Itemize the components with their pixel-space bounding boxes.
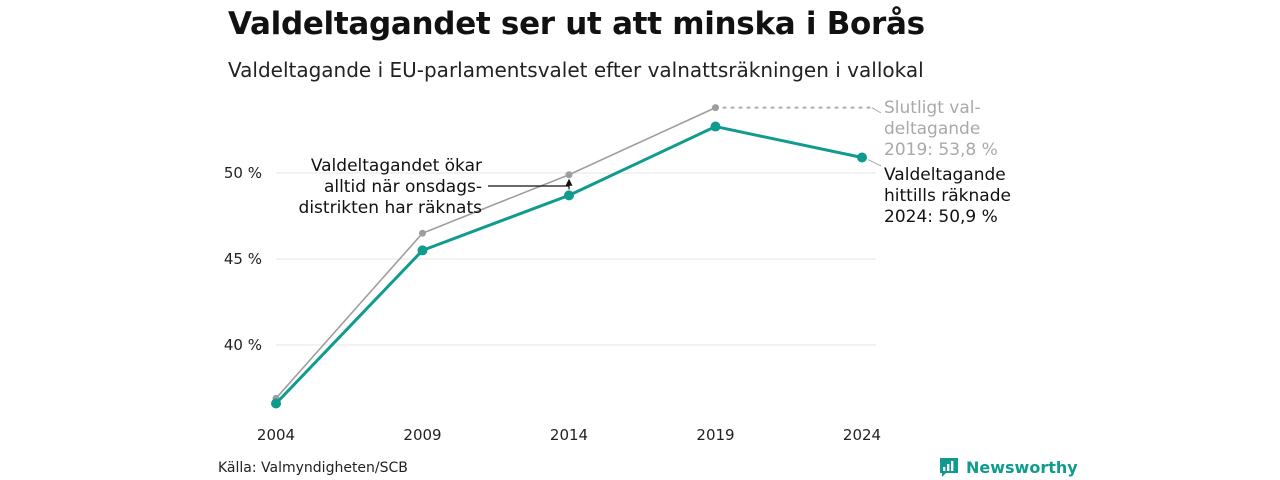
counted-turnout-point	[710, 121, 721, 132]
y-tick-label: 45 %	[224, 250, 262, 268]
counted-turnout-point	[271, 398, 281, 409]
y-tick-label: 40 %	[224, 336, 262, 354]
final-turnout-point	[712, 104, 719, 112]
x-tick-label: 2014	[550, 426, 588, 444]
counted-turnout-annotation: 2024: 50,9 %	[884, 207, 998, 227]
wednesday-note-annotation: distrikten har räknats	[299, 198, 483, 218]
final-turnout-annotation: deltagande	[884, 119, 980, 139]
chart-title: Valdeltagandet ser ut att minska i Borås	[228, 6, 925, 42]
x-tick-label: 2024	[843, 426, 881, 444]
counted-turnout-point	[564, 190, 574, 201]
final-turnout-line	[275, 106, 716, 399]
counted-turnout-point	[857, 152, 867, 163]
final-turnout-annotation: Slutligt val-	[884, 98, 981, 118]
counted-turnout-connector	[867, 159, 882, 167]
counted-turnout-point	[417, 245, 428, 256]
counted-turnout-annotation: hittills räknade	[884, 186, 1011, 206]
counted-turnout-annotation: Valdeltagande	[884, 165, 1006, 185]
wednesday-note-annotation: Valdeltagandet ökar	[311, 156, 482, 176]
newsworthy-logo-icon	[940, 458, 958, 477]
brand-logo: Newsworthy	[938, 456, 1078, 478]
x-tick-label: 2009	[403, 426, 441, 444]
final-turnout-point	[419, 229, 426, 237]
brand-name: Newsworthy	[966, 457, 1078, 477]
final-turnout-annotation: 2019: 53,8 %	[884, 140, 998, 160]
note-arrow-head	[565, 178, 573, 186]
x-tick-label: 2019	[696, 426, 734, 444]
wednesday-note-annotation: alltid när onsdags-	[324, 177, 482, 197]
x-tick-label: 2004	[257, 426, 295, 444]
final-turnout-point	[565, 171, 573, 179]
chart-subtitle: Valdeltagande i EU-parlamentsvalet efter…	[228, 58, 924, 82]
source-note: Källa: Valmyndigheten/SCB	[218, 460, 408, 476]
y-tick-label: 50 %	[224, 164, 262, 182]
final-turnout-connector	[871, 107, 882, 114]
